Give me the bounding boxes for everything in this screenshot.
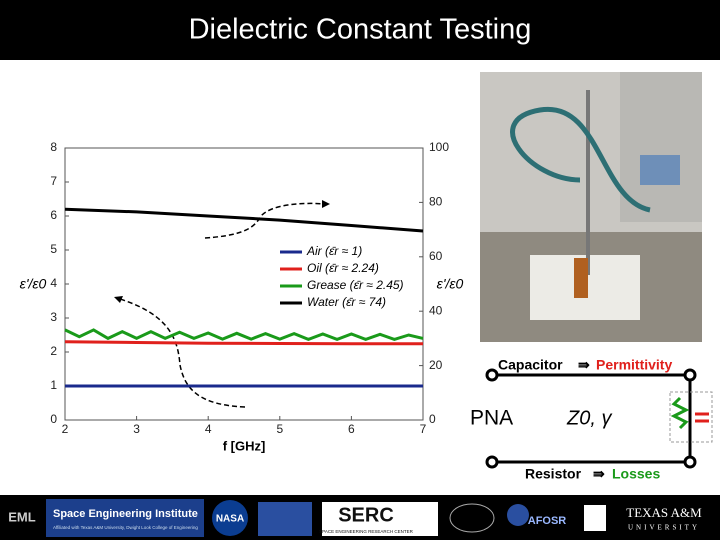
x-tick-label: 7 (420, 422, 427, 436)
losses-label: Losses (612, 466, 660, 482)
terminal (683, 455, 697, 469)
sei-title: Space Engineering Institute (53, 508, 198, 520)
y-axis-label: ε'/ε0 (20, 276, 47, 292)
y-tick-label: 0 (50, 412, 57, 426)
component-box (669, 391, 713, 443)
serc-subtitle: SPACE ENGINEERING RESEARCH CENTER (319, 529, 413, 534)
impedance-label: Z0, γ (566, 407, 612, 429)
resistor-label: Resistor (525, 466, 582, 482)
resistor-symbol (670, 396, 690, 430)
legend-label: Water (ε̄r ≈ 74) (307, 295, 386, 309)
photo-cable (510, 106, 651, 213)
sei-subtitle: Affiliated with Texas A&M University, Dw… (53, 525, 198, 530)
data-line (64, 340, 423, 346)
tamu-subtitle: UNIVERSITY (628, 524, 700, 532)
nasa-text: NASA (216, 514, 244, 525)
x-axis-label: f [GHz] (223, 438, 266, 453)
y-tick-label: 7 (50, 174, 57, 188)
x-tick-label: 3 (133, 422, 140, 436)
y2-tick-label: 100 (429, 140, 449, 154)
annotation-arrows (119, 202, 326, 408)
photo-screen (640, 155, 680, 185)
y2-axis-label: ε'/ε0 (437, 276, 464, 292)
y-tick-label: 6 (50, 208, 57, 222)
data-line (64, 207, 424, 233)
title-bar (0, 0, 720, 60)
x-tick-label: 5 (276, 422, 283, 436)
circuit (485, 368, 713, 469)
permittivity-label: Permittivity (596, 357, 672, 373)
afosr-emblem (507, 504, 529, 526)
tees-logo (258, 502, 312, 536)
y2-tick-label: 40 (429, 303, 443, 317)
tamu-text: TEXAS A&M (626, 505, 702, 520)
x-tick-label: 4 (205, 422, 212, 436)
photo-instrument (620, 72, 702, 222)
hr-logo (449, 503, 495, 533)
y2-tick-label: 20 (429, 358, 443, 372)
y-tick-label: 2 (50, 344, 57, 358)
pna-label: PNA (470, 407, 513, 430)
legend-label: Grease (ε̄r ≈ 2.45) (307, 278, 404, 292)
arrowhead (322, 200, 330, 208)
legend-label: Air (ε̄r ≈ 1) (306, 244, 362, 258)
arrow-left (119, 298, 246, 408)
tamu-emblem (584, 505, 606, 531)
photo-sample (574, 258, 588, 298)
slide-title: Dielectric Constant Testing (189, 14, 532, 46)
data-line (64, 328, 424, 342)
terminal (485, 455, 499, 469)
y2-tick-label: 60 (429, 249, 443, 263)
arrow-right (204, 202, 326, 239)
x-tick-label: 6 (348, 422, 355, 436)
y-tick-label: 4 (50, 276, 57, 290)
capacitor-label: Capacitor (498, 357, 563, 373)
serc-text: SERC (338, 504, 394, 526)
y2-tick-label: 0 (429, 412, 436, 426)
y2-tick-label: 80 (429, 195, 443, 209)
serc-logo (322, 502, 438, 536)
y-tick-label: 3 (50, 310, 57, 324)
afosr-text: AFOSR (528, 515, 567, 527)
sei-logo (46, 499, 204, 537)
arrow-symbol: ⇛ (578, 357, 590, 373)
terminal (485, 368, 499, 382)
eml-logo: EML (8, 509, 36, 524)
arrowhead (114, 296, 123, 303)
y-tick-label: 5 (50, 242, 57, 256)
nasa-logo (212, 500, 248, 536)
terminal (683, 368, 697, 382)
legend-label: Oil (ε̄r ≈ 2.24) (307, 261, 379, 275)
arrow-symbol: ⇛ (593, 466, 605, 482)
y-tick-label: 1 (50, 378, 57, 392)
y-tick-label: 8 (50, 140, 57, 154)
x-tick-label: 2 (62, 422, 69, 436)
